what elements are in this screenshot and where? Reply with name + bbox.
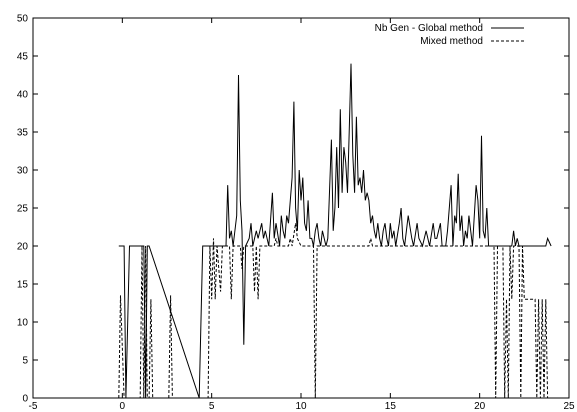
y-tick-label: 45 <box>17 52 29 63</box>
y-tick-label: 0 <box>22 394 28 405</box>
x-tick-label: 20 <box>474 401 486 412</box>
y-tick-label: 10 <box>17 318 29 329</box>
series-line-mixed-method <box>118 223 552 399</box>
y-tick-label: 5 <box>22 356 28 367</box>
y-tick-label: 25 <box>17 204 29 215</box>
legend-label-global: Nb Gen - Global method <box>375 23 483 34</box>
legend-label-mixed: Mixed method <box>420 36 483 47</box>
legend: Nb Gen - Global method Mixed method <box>375 23 524 47</box>
series-line-global-method <box>118 63 552 399</box>
y-tick-label: 20 <box>17 242 29 253</box>
y-tick-label: 30 <box>17 166 29 177</box>
x-tick-label: 25 <box>563 401 575 412</box>
y-tick-label: 15 <box>17 280 29 291</box>
x-tick-label: 15 <box>385 401 397 412</box>
x-tick-label: 5 <box>209 401 215 412</box>
x-tick-label: 0 <box>120 401 126 412</box>
y-tick-label: 40 <box>17 90 29 101</box>
plot-frame <box>32 17 570 399</box>
y-tick-label: 35 <box>17 128 29 139</box>
x-tick-label: -5 <box>29 401 38 412</box>
series-layer <box>118 63 552 399</box>
x-tick-label: 10 <box>295 401 307 412</box>
y-tick-label: 50 <box>17 14 29 25</box>
